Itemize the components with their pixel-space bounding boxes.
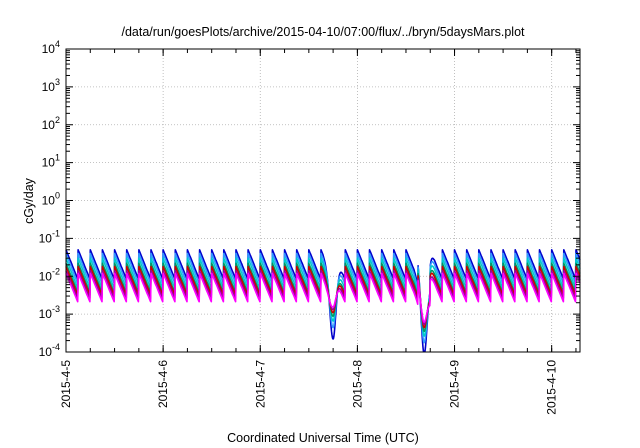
series-line-4 [65, 262, 581, 333]
x-tick-label: 2015-4-10 [545, 360, 559, 415]
y-axis-label: cGy/day [22, 177, 36, 224]
series-line-6 [65, 269, 581, 326]
series-lines [65, 249, 581, 352]
series-line-7 [65, 272, 581, 323]
ticks: 10-4 10-3 10-2 10-1 100 101 102 103 104 2015-4-5 2… [39, 39, 580, 415]
y-tick-label: 10-4 [39, 342, 60, 359]
y-tick-label: 10-3 [39, 304, 60, 321]
series-line-5 [65, 265, 581, 329]
y-tick-label: 10-2 [39, 266, 60, 283]
x-tick-label: 2015-4-7 [253, 360, 267, 408]
chart-title: /data/run/goesPlots/archive/2015-04-10/0… [121, 25, 525, 39]
grid [66, 49, 580, 352]
plot-frame [65, 48, 581, 353]
series-line-2 [65, 252, 581, 344]
y-tick-label: 103 [42, 77, 60, 94]
series-line-3 [65, 257, 581, 337]
x-tick-label: 2015-4-6 [156, 360, 170, 408]
y-tick-label: 100 [42, 191, 60, 208]
x-tick-label: 2015-4-8 [350, 360, 364, 408]
x-tick-label: 2015-4-5 [59, 360, 73, 408]
y-tick-label: 10-1 [39, 228, 60, 245]
y-tick-label: 104 [42, 39, 60, 56]
y-tick-label: 101 [42, 153, 60, 170]
x-tick-label: 2015-4-9 [448, 360, 462, 408]
x-axis-label: Coordinated Universal Time (UTC) [227, 431, 419, 445]
series-line-1 [65, 249, 581, 352]
y-tick-label: 102 [42, 115, 60, 132]
